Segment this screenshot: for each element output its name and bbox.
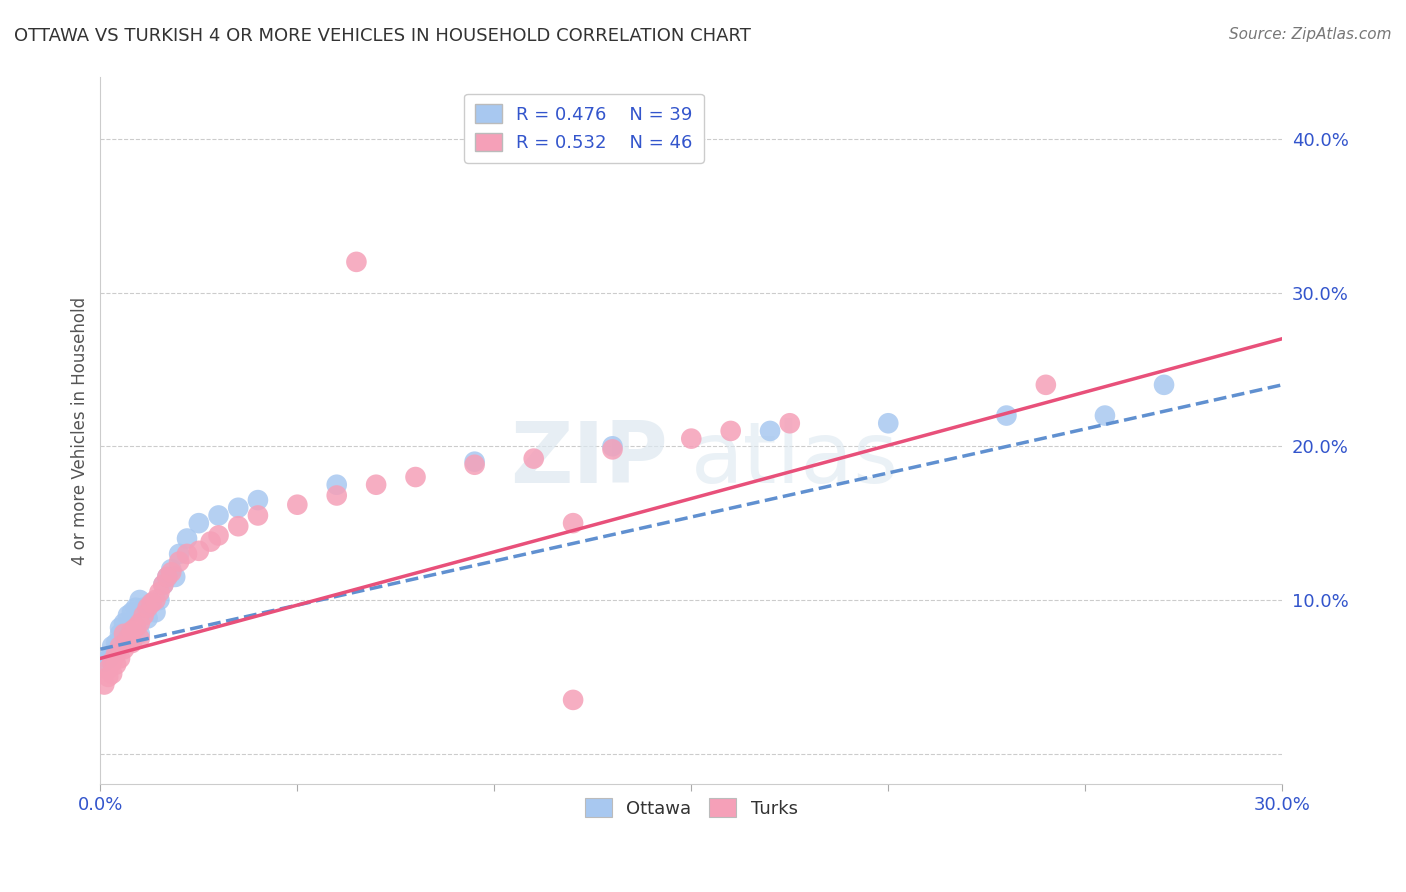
Point [145, 593, 167, 607]
Point [101, 639, 124, 653]
Point [325, 477, 347, 491]
Point [325, 488, 347, 502]
Point [285, 498, 308, 512]
Point [121, 605, 143, 619]
Point [160, 562, 183, 576]
Point [117, 624, 139, 638]
Point [112, 615, 135, 630]
Point [93, 677, 115, 691]
Text: ZIP: ZIP [510, 417, 668, 500]
Point [112, 627, 135, 641]
Point [97, 662, 120, 676]
Point [207, 528, 229, 542]
Text: OTTAWA VS TURKISH 4 OR MORE VEHICLES IN HOUSEHOLD CORRELATION CHART: OTTAWA VS TURKISH 4 OR MORE VEHICLES IN … [14, 27, 751, 45]
Point [132, 600, 155, 615]
Text: atlas: atlas [692, 417, 900, 500]
Point [108, 639, 131, 653]
Point [148, 593, 170, 607]
Point [602, 442, 624, 457]
Point [128, 615, 150, 630]
Point [246, 508, 269, 523]
Point [108, 651, 131, 665]
Point [156, 570, 179, 584]
Point [176, 532, 198, 546]
Point [207, 508, 229, 523]
Point [141, 596, 163, 610]
Point [125, 621, 148, 635]
Point [366, 477, 388, 491]
Point [1153, 377, 1175, 392]
Point [145, 605, 167, 619]
Point [141, 596, 163, 610]
Point [117, 608, 139, 623]
Point [464, 458, 486, 472]
Point [121, 636, 143, 650]
Point [97, 670, 120, 684]
Point [105, 647, 128, 661]
Point [464, 455, 486, 469]
Point [105, 657, 128, 672]
Point [101, 655, 124, 669]
Point [405, 470, 427, 484]
Point [136, 600, 159, 615]
Point [562, 693, 585, 707]
Text: Source: ZipAtlas.com: Source: ZipAtlas.com [1229, 27, 1392, 42]
Point [128, 632, 150, 646]
Point [132, 608, 155, 623]
Point [1035, 377, 1057, 392]
Point [523, 451, 546, 466]
Point [128, 627, 150, 641]
Point [108, 621, 131, 635]
Point [176, 547, 198, 561]
Point [156, 570, 179, 584]
Point [200, 534, 222, 549]
Point [995, 409, 1018, 423]
Point [779, 416, 801, 430]
Point [226, 519, 249, 533]
Point [167, 555, 190, 569]
Point [167, 547, 190, 561]
Point [165, 570, 187, 584]
Point [128, 593, 150, 607]
Point [112, 642, 135, 657]
Point [108, 627, 131, 641]
Point [148, 585, 170, 599]
Point [97, 651, 120, 665]
Point [121, 624, 143, 638]
Point [125, 600, 148, 615]
Point [226, 500, 249, 515]
Point [877, 416, 900, 430]
Point [112, 632, 135, 646]
Y-axis label: 4 or more Vehicles in Household: 4 or more Vehicles in Household [72, 297, 89, 565]
Legend: Ottawa, Turks: Ottawa, Turks [578, 791, 806, 825]
Point [562, 516, 585, 530]
Point [105, 642, 128, 657]
Point [246, 493, 269, 508]
Point [101, 647, 124, 661]
Point [101, 666, 124, 681]
Point [346, 255, 368, 269]
Point [93, 655, 115, 669]
Point [681, 432, 703, 446]
Point [720, 424, 742, 438]
Point [1094, 409, 1116, 423]
Point [105, 636, 128, 650]
Point [152, 577, 174, 591]
Point [152, 577, 174, 591]
Point [759, 424, 782, 438]
Point [117, 632, 139, 646]
Point [187, 516, 209, 530]
Point [602, 439, 624, 453]
Point [136, 611, 159, 625]
Point [160, 566, 183, 580]
Point [187, 544, 209, 558]
